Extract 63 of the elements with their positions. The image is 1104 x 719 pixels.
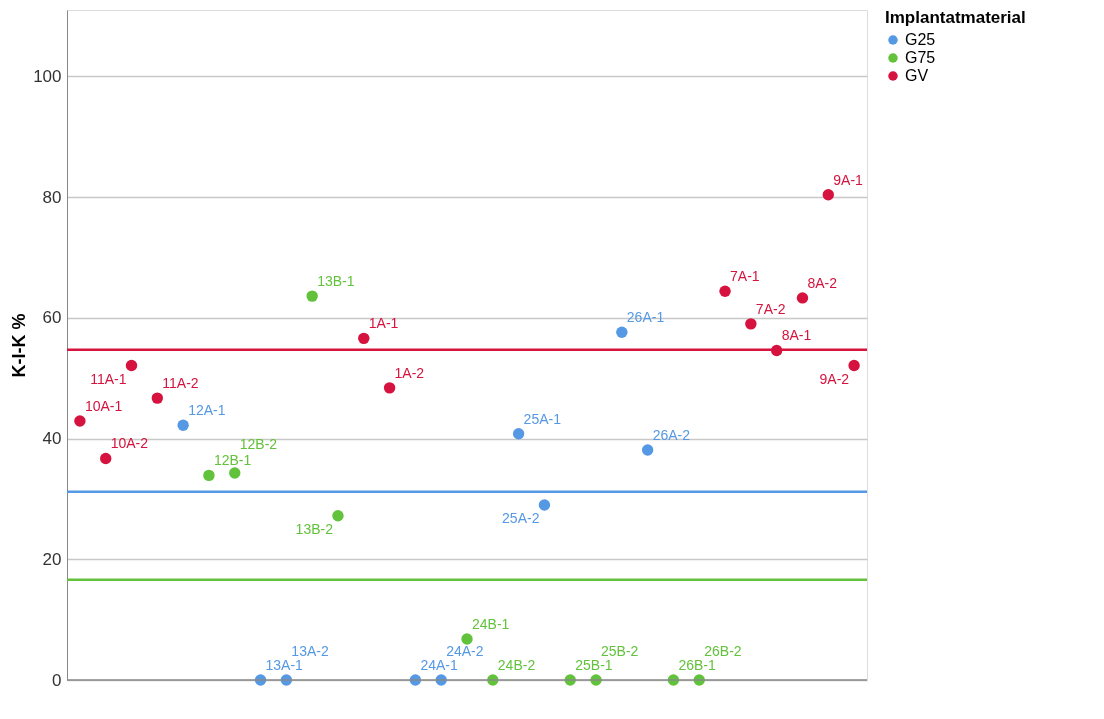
data-label: 12B-1 bbox=[213, 452, 252, 469]
data-label: 26A-1 bbox=[626, 309, 665, 326]
data-label: 26B-2 bbox=[704, 643, 742, 659]
data-label: 26B-1 bbox=[678, 657, 717, 673]
data-label: 13B-2 bbox=[295, 520, 334, 537]
point bbox=[538, 499, 551, 511]
point bbox=[358, 332, 370, 345]
data-label: 12A-1 bbox=[188, 402, 226, 419]
data-label: 1A-1 bbox=[368, 315, 399, 332]
data-label: 26A-2 bbox=[652, 427, 691, 444]
legend-label: G75 bbox=[905, 49, 936, 66]
point bbox=[616, 326, 628, 339]
point bbox=[641, 444, 654, 456]
point bbox=[229, 467, 241, 479]
point bbox=[74, 415, 86, 427]
legend-title: Implantatmaterial bbox=[885, 8, 1026, 27]
point bbox=[151, 392, 164, 404]
data-label: 10A-1 bbox=[84, 398, 123, 415]
data-label: 10A-2 bbox=[110, 435, 149, 452]
data-label: 24A-2 bbox=[446, 643, 484, 659]
y-tick-label: 60 bbox=[42, 308, 62, 328]
data-label: 9A-2 bbox=[819, 370, 850, 387]
point bbox=[100, 452, 112, 465]
data-label: 24A-1 bbox=[420, 657, 458, 673]
data-label: 24B-2 bbox=[497, 657, 536, 673]
point bbox=[512, 428, 525, 440]
y-tick-label: 40 bbox=[42, 429, 62, 449]
data-label: 11A-2 bbox=[162, 375, 199, 392]
data-label: 8A-1 bbox=[781, 327, 812, 344]
point bbox=[848, 359, 860, 372]
data-label: 7A-2 bbox=[755, 300, 786, 317]
data-label: 9A-1 bbox=[833, 171, 864, 188]
data-label: 1A-2 bbox=[394, 364, 425, 381]
data-label: 7A-1 bbox=[730, 268, 760, 285]
y-tick-label: 80 bbox=[42, 187, 62, 207]
data-label: 8A-2 bbox=[807, 274, 838, 291]
data-label: 25B-1 bbox=[575, 657, 613, 673]
point bbox=[332, 510, 344, 522]
point bbox=[796, 292, 809, 304]
point bbox=[745, 318, 757, 330]
y-tick-label: 0 bbox=[52, 670, 62, 690]
y-tick-label: 20 bbox=[42, 549, 62, 569]
data-label: 13B-1 bbox=[317, 273, 355, 290]
legend-label: G25 bbox=[905, 31, 936, 48]
point bbox=[719, 285, 731, 297]
point bbox=[125, 359, 138, 372]
data-label: 12B-2 bbox=[239, 435, 278, 452]
legend-label: GV bbox=[905, 67, 929, 84]
y-axis-title: K-I-K % bbox=[9, 313, 30, 378]
data-label: 25B-2 bbox=[601, 643, 639, 659]
point bbox=[461, 633, 473, 645]
data-label: 25A-1 bbox=[523, 410, 562, 427]
data-label: 24B-1 bbox=[472, 615, 510, 632]
point bbox=[203, 469, 215, 482]
point bbox=[822, 189, 834, 201]
point bbox=[177, 419, 189, 431]
y-tick-label: 100 bbox=[33, 66, 62, 86]
point bbox=[306, 290, 318, 302]
data-label: 25A-2 bbox=[502, 509, 540, 526]
point bbox=[383, 382, 396, 394]
data-label: 13A-1 bbox=[265, 657, 304, 673]
data-label: 13A-2 bbox=[291, 643, 329, 659]
data-label: 11A-1 bbox=[90, 370, 127, 387]
